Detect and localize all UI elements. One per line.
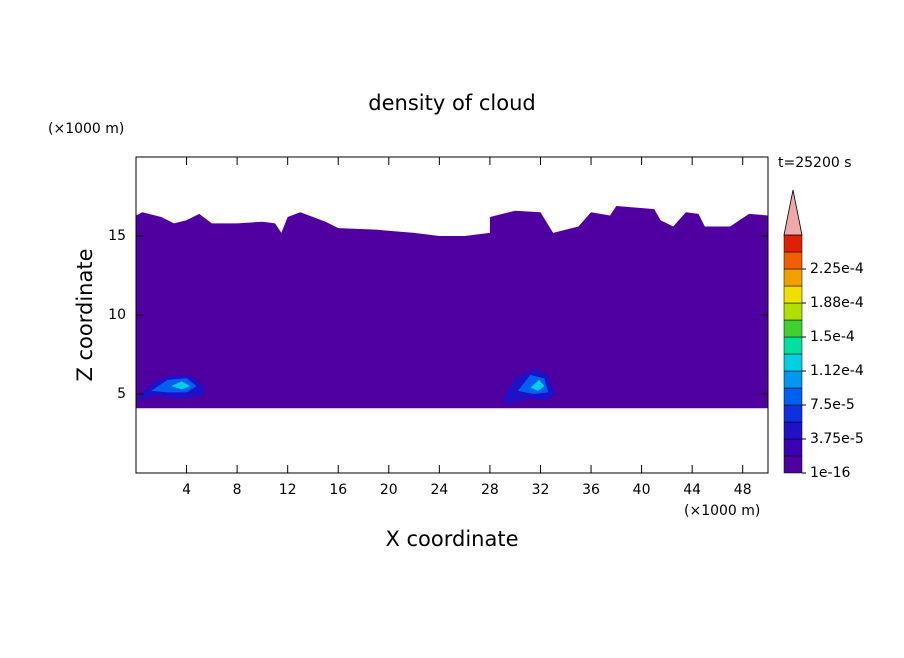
colorbar-tick-label: 1e-16 [810, 465, 850, 481]
colorbar-box [783, 285, 803, 304]
colorbar-box [783, 438, 803, 457]
colorbar-box [783, 370, 803, 389]
x-tick-label: 32 [532, 482, 550, 498]
y-tick-label: 15 [108, 228, 126, 244]
x-tick-label: 40 [633, 482, 651, 498]
x-tick-label: 4 [182, 482, 191, 498]
colorbar-box [783, 319, 803, 338]
colorbar-box [783, 421, 803, 440]
colorbar-box [783, 234, 803, 253]
colorbar-tick-label: 1.5e-4 [810, 329, 855, 345]
x-tick-label: 44 [683, 482, 701, 498]
colorbar-box [783, 404, 803, 423]
colorbar-box [783, 455, 803, 474]
colorbar-tick-label: 2.25e-4 [810, 261, 864, 277]
colorbar-box [783, 268, 803, 287]
colorbar-tick-label: 1.12e-4 [810, 363, 864, 379]
colorbar-tick-label: 1.88e-4 [810, 295, 864, 311]
x-tick-label: 12 [279, 482, 297, 498]
x-axis-label: X coordinate [385, 527, 518, 551]
contour-region [136, 205, 768, 409]
colorbar-box [783, 302, 803, 321]
colorbar-box [783, 251, 803, 270]
chart-title: density of cloud [368, 91, 535, 115]
y-unit: (×1000 m) [48, 121, 124, 137]
x-unit: (×1000 m) [684, 503, 760, 519]
contour-region [530, 379, 545, 391]
colorbar-tick-label: 7.5e-5 [810, 397, 855, 413]
y-tick-label: 10 [108, 307, 126, 323]
x-tick-label: 16 [329, 482, 347, 498]
contour-field [136, 205, 768, 409]
y-axis-label: Z coordinate [73, 248, 97, 381]
y-tick-label: 5 [117, 386, 126, 402]
x-tick-label: 8 [233, 482, 242, 498]
time-label: t=25200 s [778, 155, 852, 171]
x-tick-label: 36 [582, 482, 600, 498]
colorbar-box [783, 353, 803, 372]
contour-region [171, 381, 191, 390]
colorbar-box [783, 387, 803, 406]
x-tick-label: 20 [380, 482, 398, 498]
colorbar-box [783, 336, 803, 355]
colorbar-tick-label: 3.75e-5 [810, 431, 864, 447]
x-tick-label: 24 [430, 482, 448, 498]
contour-region [517, 375, 549, 394]
x-tick-label: 28 [481, 482, 499, 498]
x-tick-label: 48 [734, 482, 752, 498]
colorbar-extend [783, 189, 803, 236]
